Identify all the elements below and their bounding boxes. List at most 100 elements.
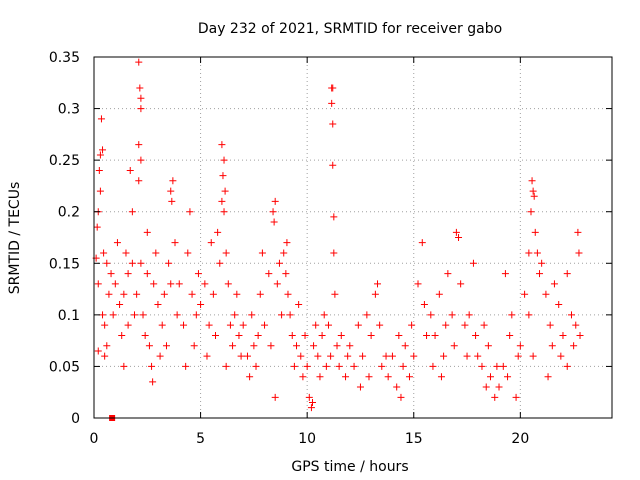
data-point	[401, 342, 409, 350]
data-point	[120, 362, 128, 370]
x-tick-label: 15	[405, 431, 423, 447]
data-point	[99, 146, 107, 154]
data-point	[126, 166, 134, 174]
data-point	[514, 352, 522, 360]
data-point	[149, 378, 157, 386]
data-point	[111, 280, 119, 288]
data-point	[414, 280, 422, 288]
data-point	[388, 352, 396, 360]
data-point	[482, 383, 490, 391]
data-point	[295, 301, 303, 309]
data-point	[280, 249, 288, 257]
data-point	[530, 192, 538, 200]
data-point	[273, 280, 281, 288]
data-point	[137, 105, 145, 113]
x-axis-title: GPS time / hours	[291, 459, 408, 475]
data-point	[233, 290, 241, 298]
data-point	[212, 331, 220, 339]
data-point	[150, 280, 158, 288]
data-point	[469, 259, 477, 267]
data-point	[457, 280, 465, 288]
data-point	[135, 177, 143, 185]
data-point	[143, 228, 151, 236]
data-point	[103, 342, 111, 350]
data-point	[563, 270, 571, 278]
data-point	[201, 280, 209, 288]
data-point	[168, 197, 176, 205]
data-point	[318, 331, 326, 339]
data-point	[275, 259, 283, 267]
data-point	[156, 352, 164, 360]
data-point	[328, 99, 336, 107]
data-point	[548, 342, 556, 350]
data-point	[437, 373, 445, 381]
x-tick-label: 10	[298, 431, 316, 447]
y-tick-label: 0.3	[58, 102, 80, 118]
data-point	[99, 311, 107, 319]
data-point	[512, 393, 520, 401]
data-point	[484, 342, 492, 350]
data-point	[194, 270, 202, 278]
data-point	[282, 270, 290, 278]
data-point	[186, 208, 194, 216]
data-point	[116, 301, 124, 309]
data-point	[474, 352, 482, 360]
data-point	[331, 290, 339, 298]
data-point	[575, 249, 583, 257]
data-point	[167, 280, 175, 288]
data-point	[529, 187, 537, 195]
data-point	[506, 331, 514, 339]
data-point	[399, 362, 407, 370]
data-point	[322, 362, 330, 370]
data-point	[576, 331, 584, 339]
data-point	[135, 141, 143, 149]
data-point	[418, 239, 426, 247]
data-point	[335, 362, 343, 370]
data-point	[550, 280, 558, 288]
data-point	[301, 331, 309, 339]
data-point	[192, 311, 200, 319]
data-point	[365, 373, 373, 381]
data-point	[284, 290, 292, 298]
data-point	[205, 321, 213, 329]
data-point	[327, 352, 335, 360]
data-point	[329, 161, 337, 169]
data-point	[224, 280, 232, 288]
y-tick-label: 0.25	[49, 153, 80, 169]
data-point	[271, 197, 279, 205]
data-point	[570, 342, 578, 350]
data-point	[442, 321, 450, 329]
data-point	[248, 311, 256, 319]
data-point	[97, 115, 105, 123]
data-point	[118, 331, 126, 339]
data-point	[408, 321, 416, 329]
data-point	[162, 342, 170, 350]
data-point	[269, 208, 277, 216]
data-point	[103, 259, 111, 267]
data-point	[135, 58, 143, 66]
data-point	[221, 187, 229, 195]
data-point	[290, 362, 298, 370]
data-point	[308, 399, 316, 407]
data-points	[92, 58, 584, 421]
data-point	[529, 352, 537, 360]
data-point	[128, 259, 136, 267]
data-point	[283, 239, 291, 247]
data-point	[122, 249, 130, 257]
data-point	[128, 208, 136, 216]
data-point	[452, 228, 460, 236]
x-tick-label: 5	[196, 431, 205, 447]
data-point	[455, 234, 463, 241]
data-point	[435, 290, 443, 298]
data-point	[239, 321, 247, 329]
data-point	[378, 362, 386, 370]
data-point	[330, 213, 338, 221]
data-point	[354, 321, 362, 329]
data-point	[137, 94, 145, 102]
data-point	[508, 311, 516, 319]
data-point	[495, 383, 503, 391]
data-point	[472, 331, 480, 339]
data-point	[542, 290, 550, 298]
data-point	[382, 352, 390, 360]
